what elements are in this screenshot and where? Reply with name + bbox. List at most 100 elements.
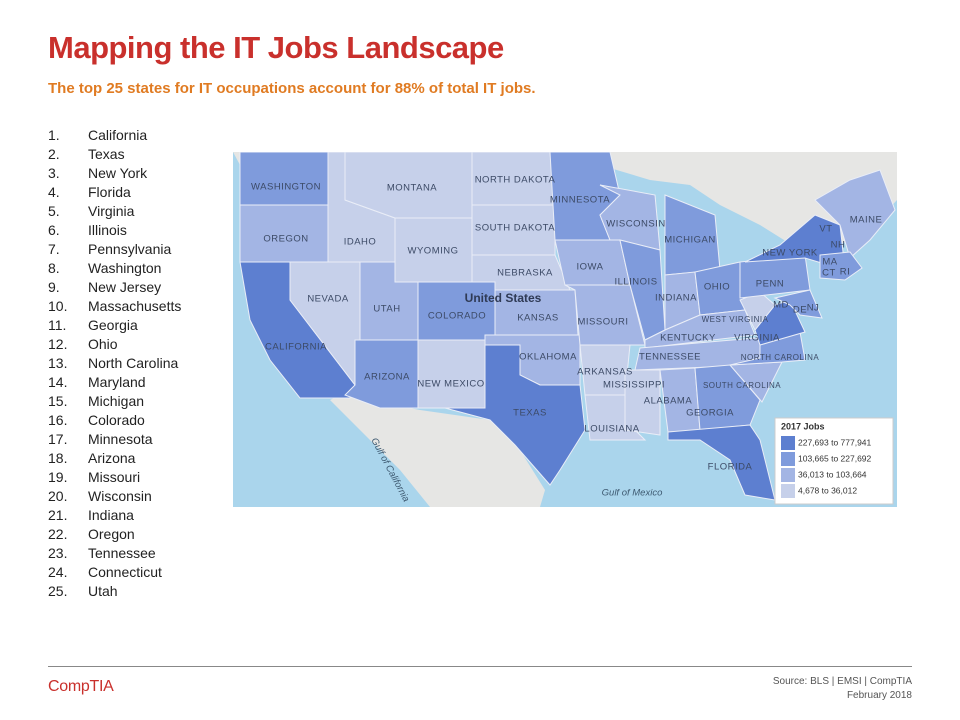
ranking-row: 13. North Carolina xyxy=(48,354,181,373)
ranking-rank: 24. xyxy=(48,564,68,580)
state-shape xyxy=(599,184,661,251)
state-label: NEW MEXICO xyxy=(417,379,484,390)
ranking-rank: 5. xyxy=(48,203,60,219)
state-label: MD xyxy=(773,300,789,311)
ranking-rank: 4. xyxy=(48,184,60,200)
state-shape xyxy=(819,251,863,281)
state-label: NEVADA xyxy=(307,294,349,305)
ranking-rank: 17. xyxy=(48,431,68,447)
ranking-rank: 21. xyxy=(48,507,68,523)
state-label: OREGON xyxy=(263,234,308,245)
ranking-state: Texas xyxy=(88,146,125,162)
ranking-rank: 11. xyxy=(48,317,67,333)
ranking-row: 23. Tennessee xyxy=(48,544,181,563)
state-label: MISSOURI xyxy=(578,317,629,328)
ranking-rank: 19. xyxy=(48,469,68,485)
state-label: TEXAS xyxy=(513,408,547,419)
state-label: ALABAMA xyxy=(644,396,693,407)
state-shape xyxy=(444,344,586,486)
state-label: GEORGIA xyxy=(686,408,734,419)
state-shape xyxy=(667,424,776,501)
state-label: WYOMING xyxy=(408,246,459,257)
ranking-state: Minnesota xyxy=(88,431,153,447)
legend-label: 103,665 to 227,692 xyxy=(798,453,872,463)
ranking-rank: 23. xyxy=(48,545,68,561)
state-label: MINNESOTA xyxy=(550,195,610,206)
map: WASHINGTON MONTANA NORTH DAKOTA MINNESOT… xyxy=(233,152,897,507)
ranking-rank: 12. xyxy=(48,336,68,352)
source: Source: BLS | EMSI | CompTIA xyxy=(772,676,912,687)
state-shape xyxy=(814,169,896,259)
state-label: NORTH DAKOTA xyxy=(475,175,556,186)
ranking-list: 1. California 2. Texas 3. New York 4. Florida 5.… xyxy=(48,126,181,601)
ranking-row: 17. Minnesota xyxy=(48,430,181,449)
ranking-state: Pennsylvania xyxy=(88,241,172,257)
legend-swatch xyxy=(781,468,795,482)
ranking-rank: 14. xyxy=(48,374,68,390)
ranking-row: 10. Massachusetts xyxy=(48,297,181,316)
state-shape xyxy=(417,339,486,409)
ranking-state: Michigan xyxy=(88,393,145,409)
ranking-rank: 3. xyxy=(48,165,60,181)
ranking-rank: 25. xyxy=(48,583,68,599)
state-label: UTAH xyxy=(373,304,400,315)
ranking-state: New York xyxy=(88,165,148,181)
state-label: NEBRASKA xyxy=(497,268,553,279)
ranking-rank: 8. xyxy=(48,260,60,276)
ranking-state: New Jersey xyxy=(88,279,162,295)
ranking-state: Illinois xyxy=(88,222,127,238)
state-label: ARKANSAS xyxy=(577,367,633,378)
state-label: SOUTH DAKOTA xyxy=(475,223,555,234)
footer-rule xyxy=(48,666,912,667)
state-label: VIRGINIA xyxy=(734,333,780,344)
state-shape xyxy=(624,369,661,436)
ranking-state: North Carolina xyxy=(88,355,179,371)
ranking-state: Tennessee xyxy=(88,545,156,561)
ranking-rank: 1. xyxy=(48,127,60,143)
ranking-row: 25. Utah xyxy=(48,582,181,601)
state-label: CT xyxy=(822,268,836,279)
state-label: KENTUCKY xyxy=(660,333,716,344)
ranking-row: 4. Florida xyxy=(48,183,181,202)
canada xyxy=(233,152,897,250)
ranking-row: 7. Pennsylvania xyxy=(48,240,181,259)
ranking-row: 8. Washington xyxy=(48,259,181,278)
ranking-rank: 10. xyxy=(48,298,68,314)
state-label: KANSAS xyxy=(517,313,559,324)
legend-title: 2017 Jobs xyxy=(781,421,825,431)
ranking-state: Oregon xyxy=(88,526,135,542)
state-label: OKLAHOMA xyxy=(519,352,577,363)
ranking-state: Utah xyxy=(88,583,118,599)
state-label: MISSISSIPPI xyxy=(603,380,665,391)
ranking-state: Maryland xyxy=(88,374,146,390)
ranking-state: Missouri xyxy=(88,469,141,485)
ranking-row: 20. Wisconsin xyxy=(48,487,181,506)
water-label: Gulf of Mexico xyxy=(602,488,663,499)
state-label: NH xyxy=(831,240,846,251)
ranking-state: Arizona xyxy=(88,450,136,466)
state-label: CALIFORNIA xyxy=(265,342,327,353)
ranking-row: 12. Ohio xyxy=(48,335,181,354)
state-label: DE xyxy=(793,305,807,316)
ranking-row: 2. Texas xyxy=(48,145,181,164)
ranking-rank: 13. xyxy=(48,355,68,371)
ranking-rank: 9. xyxy=(48,279,60,295)
ranking-rank: 18. xyxy=(48,450,68,466)
ranking-rank: 6. xyxy=(48,222,60,238)
legend-swatch xyxy=(781,436,795,450)
logo: CompTIA xyxy=(48,678,114,695)
ranking-row: 3. New York xyxy=(48,164,181,183)
ranking-state: Massachusetts xyxy=(88,298,182,314)
state-label: COLORADO xyxy=(428,311,486,322)
ranking-row: 22. Oregon xyxy=(48,525,181,544)
state-label: ARIZONA xyxy=(364,372,410,383)
state-label: VT xyxy=(819,224,832,235)
ranking-rank: 22. xyxy=(48,526,68,542)
ranking-state: Virginia xyxy=(88,203,135,219)
state-label: ILLINOIS xyxy=(614,277,657,288)
ranking-rank: 20. xyxy=(48,488,68,504)
ranking-rank: 16. xyxy=(48,412,68,428)
ranking-row: 11. Georgia xyxy=(48,316,181,335)
ranking-row: 24. Connecticut xyxy=(48,563,181,582)
